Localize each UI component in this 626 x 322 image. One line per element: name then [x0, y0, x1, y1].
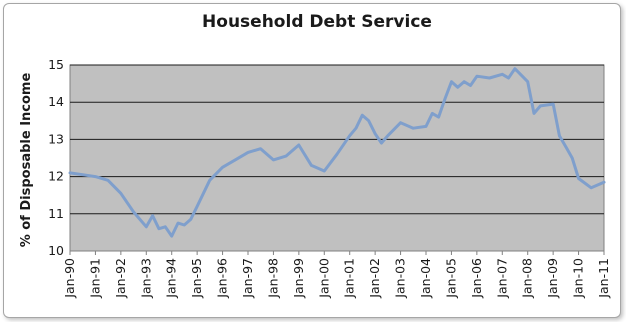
x-tick-label: Jan-95 — [189, 258, 204, 299]
data-point — [272, 159, 275, 161]
x-tick-label: Jan-96 — [215, 258, 230, 299]
x-tick-label: Jan-93 — [138, 258, 153, 299]
data-point — [514, 67, 516, 70]
data-point — [501, 73, 504, 76]
data-point — [170, 235, 173, 237]
data-point — [81, 173, 84, 176]
x-tick-label: Jan-09 — [545, 258, 560, 299]
series-group — [68, 67, 606, 238]
y-tick-label: 15 — [48, 57, 64, 72]
x-tick-label: Jan-11 — [596, 258, 611, 299]
data-point — [164, 226, 167, 228]
data-point — [177, 222, 179, 224]
data-point — [533, 112, 535, 115]
x-tick-label: Jan-05 — [443, 258, 458, 299]
data-point — [151, 214, 154, 217]
data-point — [69, 172, 71, 174]
x-tick-label: Jan-07 — [494, 258, 509, 299]
y-tick-label: 12 — [48, 169, 64, 184]
data-point — [107, 179, 109, 182]
data-point — [590, 187, 592, 189]
plot-area — [69, 64, 605, 252]
data-point — [425, 125, 427, 128]
data-point — [145, 226, 148, 228]
data-point — [399, 121, 402, 124]
x-tick-label: Jan-92 — [113, 258, 128, 299]
data-point — [437, 116, 440, 118]
data-point — [552, 103, 554, 105]
data-point — [355, 127, 357, 129]
data-point — [361, 114, 364, 116]
data-point — [450, 80, 453, 83]
x-tick-label: Jan-03 — [393, 258, 408, 299]
data-point — [444, 97, 446, 100]
data-point — [298, 144, 300, 146]
x-tick-label: Jan-94 — [164, 258, 179, 299]
y-tick-labels: 10 11 12 13 14 15 — [48, 57, 64, 258]
data-point — [431, 112, 434, 115]
data-point — [488, 77, 491, 79]
data-point — [348, 134, 351, 137]
data-point — [367, 120, 370, 122]
y-axis-label: % of Disposable Income — [19, 73, 34, 248]
y-tick-label: 14 — [48, 94, 64, 109]
data-point — [463, 80, 465, 83]
data-point — [380, 142, 383, 144]
x-tick-label: Jan-08 — [520, 258, 535, 299]
data-point — [183, 224, 186, 226]
data-point — [469, 84, 472, 87]
data-point — [259, 147, 262, 150]
data-point — [476, 75, 478, 77]
x-tick-label: Jan-98 — [265, 258, 280, 299]
series-line — [68, 67, 606, 238]
data-point — [208, 179, 211, 182]
data-point — [571, 157, 573, 159]
x-tick-label: Jan-10 — [571, 258, 586, 299]
x-tick-label: Jan-99 — [291, 258, 306, 299]
data-point — [412, 127, 415, 129]
x-tick-label: Jan-04 — [418, 258, 433, 299]
data-point — [539, 105, 542, 107]
data-point — [132, 211, 135, 213]
x-tick-label: Jan-06 — [469, 258, 484, 299]
data-point — [456, 86, 459, 89]
data-point — [603, 181, 605, 183]
x-tick-label: Jan-02 — [367, 258, 382, 299]
gridlines — [70, 64, 604, 215]
x-tick-label: Jan-97 — [240, 258, 255, 299]
y-tick-label: 10 — [48, 243, 64, 258]
data-point — [158, 227, 160, 230]
data-point — [387, 134, 389, 137]
x-tick-label: Jan-00 — [316, 258, 331, 299]
data-point — [565, 146, 567, 148]
data-point — [189, 218, 192, 221]
data-point — [374, 133, 377, 135]
data-point — [285, 155, 287, 157]
x-tick-label: Jan-01 — [342, 258, 357, 299]
x-tick-label: Jan-91 — [87, 258, 102, 299]
chart-title: Household Debt Service — [202, 12, 432, 32]
y-tick-label: 13 — [48, 131, 64, 146]
data-point — [196, 205, 198, 208]
data-point — [577, 177, 580, 180]
data-point — [526, 80, 529, 83]
data-point — [247, 151, 249, 154]
data-point — [323, 170, 326, 172]
data-point — [234, 159, 236, 161]
data-point — [310, 164, 313, 167]
x-tick-label: Jan-90 — [62, 258, 77, 299]
x-tick-labels: Jan-90 Jan-91 Jan-92 Jan-93 Jan-94 Jan-95 Jan-… — [62, 251, 611, 299]
y-tick-label: 11 — [48, 206, 64, 221]
data-point — [94, 175, 97, 178]
data-point — [120, 192, 122, 195]
data-point — [507, 77, 510, 79]
data-point — [221, 166, 224, 169]
data-point — [558, 134, 561, 137]
data-point — [336, 153, 338, 156]
